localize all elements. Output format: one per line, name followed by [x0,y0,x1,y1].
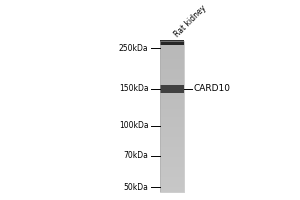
Bar [160,184,184,187]
Bar [160,76,184,79]
Bar [160,56,184,59]
Bar [160,127,184,129]
Text: 100kDa: 100kDa [119,121,148,130]
Bar [160,177,184,179]
Bar [160,149,184,152]
Bar [160,159,184,162]
Bar [160,109,184,111]
Bar [160,132,184,134]
Bar [160,174,184,177]
Bar [160,81,184,84]
Bar [160,147,184,149]
Bar [160,40,184,45]
Bar [160,164,184,167]
Bar [160,74,184,76]
Bar [160,119,184,122]
Bar [160,49,184,51]
Bar [160,182,184,184]
Bar [160,157,184,159]
Bar [160,89,184,91]
Bar [160,137,184,139]
Bar [160,79,184,81]
Bar [160,117,184,119]
Bar [160,94,184,96]
Text: 150kDa: 150kDa [119,84,148,93]
Bar [160,154,184,157]
Bar [160,99,184,101]
Bar [160,51,184,54]
Text: CARD10: CARD10 [193,84,230,93]
Bar [160,114,184,117]
Bar [160,96,184,99]
Text: Rat kidney: Rat kidney [172,3,208,39]
Text: 250kDa: 250kDa [119,44,148,53]
Bar [160,152,184,154]
Bar [160,187,184,189]
Bar [160,66,184,69]
Bar [160,106,184,109]
Bar [160,179,184,182]
Bar [160,142,184,144]
Bar [160,162,184,164]
Bar [160,46,184,49]
Bar [160,101,184,104]
Bar [160,111,184,114]
Bar [160,167,184,169]
Bar [160,122,184,124]
Bar [160,59,184,61]
Bar [160,129,184,132]
Bar [160,144,184,147]
Bar [160,169,184,172]
Bar [160,91,184,94]
Bar [160,84,184,86]
Bar [160,189,184,192]
Bar [160,85,184,93]
Text: 50kDa: 50kDa [124,183,148,192]
Bar [160,134,184,137]
Bar [160,172,184,174]
Bar [160,71,184,74]
Bar [160,104,184,106]
Bar [160,41,184,44]
Bar [160,41,184,192]
Bar [160,61,184,64]
Text: 70kDa: 70kDa [124,151,148,160]
Bar [160,69,184,71]
Bar [160,86,184,89]
Bar [160,54,184,56]
Bar [160,139,184,142]
Bar [160,124,184,127]
Bar [160,64,184,66]
Bar [160,44,184,46]
